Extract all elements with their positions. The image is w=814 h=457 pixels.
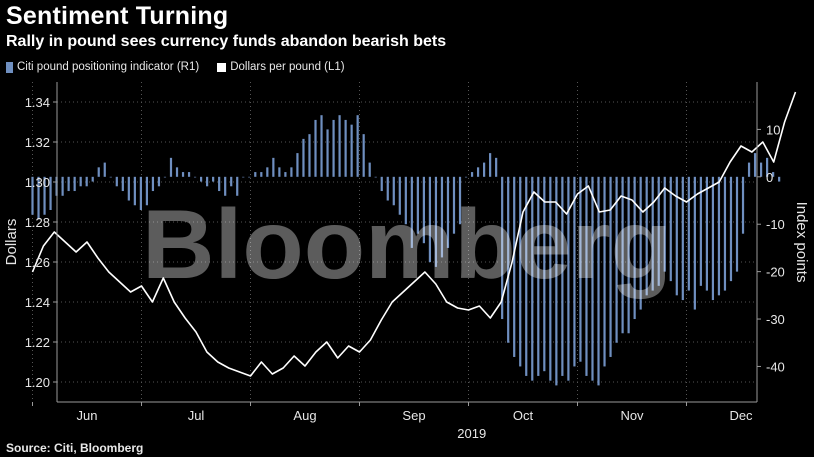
bar xyxy=(128,177,130,201)
bar xyxy=(116,177,118,186)
bar xyxy=(188,172,190,177)
bar xyxy=(266,167,268,176)
bar xyxy=(718,177,720,296)
left-tick-label: 1.34 xyxy=(25,95,50,110)
left-axis-title: Dollars xyxy=(3,219,20,266)
bar xyxy=(682,177,684,300)
bar xyxy=(86,177,88,186)
bar xyxy=(260,172,262,177)
right-tick-label: -40 xyxy=(766,359,785,374)
x-tick-label: Jul xyxy=(188,408,205,423)
bar xyxy=(326,129,328,176)
bar xyxy=(74,177,76,191)
bar xyxy=(760,163,762,177)
right-axis-ticks: 10 0 -10 -20 -30 -40 xyxy=(757,122,785,374)
bar xyxy=(363,134,365,177)
bar xyxy=(194,177,196,178)
bar xyxy=(730,177,732,281)
bar xyxy=(357,115,359,177)
bar xyxy=(98,167,100,176)
source-note: Source: Citi, Bloomberg xyxy=(6,441,143,455)
bar xyxy=(182,172,184,177)
bar xyxy=(676,177,678,296)
right-tick-label: 0 xyxy=(766,170,773,185)
bar xyxy=(62,177,64,196)
bar xyxy=(338,115,340,177)
bar xyxy=(706,177,708,291)
bar xyxy=(320,115,322,177)
x-tick-label: Oct xyxy=(513,408,534,423)
bloomberg-watermark: Bloomberg xyxy=(142,189,672,299)
bar xyxy=(471,172,473,177)
bar xyxy=(134,177,136,205)
left-tick-label: 1.32 xyxy=(25,135,50,150)
bar xyxy=(230,177,232,186)
right-tick-label: -30 xyxy=(766,312,785,327)
bar xyxy=(736,177,738,272)
bar xyxy=(242,177,244,178)
bar xyxy=(465,177,467,178)
bar xyxy=(278,167,280,176)
bar xyxy=(483,163,485,177)
left-tick-label: 1.20 xyxy=(25,375,50,390)
right-axis-title: Index points xyxy=(793,202,810,283)
bar xyxy=(302,139,304,177)
bar xyxy=(345,120,347,177)
x-axis-ticks: Jun Jul Aug Sep Oct Nov Dec xyxy=(33,402,754,423)
bar xyxy=(212,177,214,182)
bar xyxy=(164,177,166,178)
bar xyxy=(688,177,690,291)
bar xyxy=(742,177,744,234)
bar xyxy=(80,177,82,186)
bar xyxy=(477,167,479,176)
x-tick-label: Sep xyxy=(402,408,425,423)
left-tick-label: 1.28 xyxy=(25,215,50,230)
bar xyxy=(158,177,160,186)
bar xyxy=(170,158,172,177)
bar xyxy=(778,177,780,182)
bar xyxy=(712,177,714,300)
x-tick-label: Jun xyxy=(77,408,98,423)
left-axis-ticks: 1.20 1.22 1.24 1.26 1.28 1.30 1.32 1.34 xyxy=(25,95,57,390)
x-axis-year-label: 2019 xyxy=(457,426,486,441)
bar xyxy=(68,177,70,191)
bar xyxy=(110,177,112,178)
bar xyxy=(375,177,377,178)
bar xyxy=(92,177,94,182)
x-tick-label: Nov xyxy=(620,408,644,423)
bar xyxy=(200,177,202,182)
bar xyxy=(290,167,292,176)
bar xyxy=(495,158,497,177)
right-tick-label: -10 xyxy=(766,217,785,232)
bar xyxy=(332,120,334,177)
bar xyxy=(754,153,756,177)
x-tick-label: Dec xyxy=(729,408,753,423)
left-tick-label: 1.30 xyxy=(25,175,50,190)
right-tick-label: -20 xyxy=(766,265,785,280)
bar xyxy=(104,163,106,177)
bar xyxy=(308,134,310,177)
bar xyxy=(351,125,353,177)
bar xyxy=(296,153,298,177)
bar xyxy=(369,163,371,177)
left-tick-label: 1.24 xyxy=(25,295,50,310)
bar xyxy=(176,167,178,176)
right-tick-label: 10 xyxy=(766,122,780,137)
left-tick-label: 1.26 xyxy=(25,255,50,270)
bar xyxy=(284,172,286,177)
x-tick-label: Aug xyxy=(293,408,316,423)
bar xyxy=(254,172,256,177)
left-tick-label: 1.22 xyxy=(25,335,50,350)
bar xyxy=(206,177,208,186)
bar xyxy=(248,177,250,178)
bar xyxy=(272,158,274,177)
bar xyxy=(489,153,491,177)
bar xyxy=(122,177,124,191)
bar xyxy=(314,120,316,177)
bar xyxy=(724,177,726,291)
bar xyxy=(748,163,750,177)
